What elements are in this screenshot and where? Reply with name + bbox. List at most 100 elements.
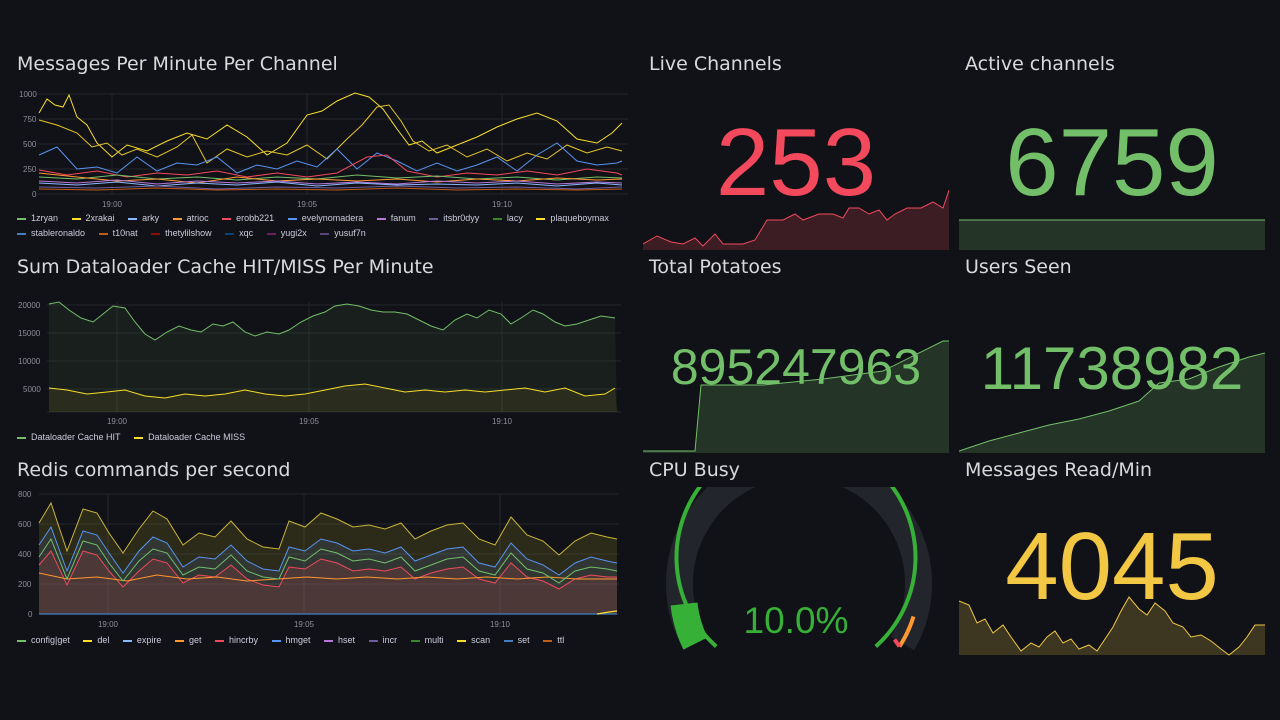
panel-title: Messages Read/Min: [965, 459, 1153, 481]
x-tick: 19:00: [102, 200, 123, 209]
legend-item[interactable]: stableronaldo: [17, 226, 85, 241]
series-line: [38, 172, 623, 184]
total-potatoes-value: 895247963: [670, 339, 922, 395]
x-tick: 19:00: [107, 417, 128, 426]
messages-legend: 1zryan 2xrakai arky atrioc erobb221 evel…: [17, 211, 632, 241]
legend-item[interactable]: evelynomadera: [287, 211, 363, 226]
panel-title: Total Potatoes: [649, 256, 782, 278]
series-line: [38, 572, 617, 582]
legend-item[interactable]: set: [503, 633, 530, 648]
legend-item[interactable]: Dataloader Cache HIT: [17, 430, 121, 445]
y-tick: 750: [23, 115, 37, 124]
legend-item[interactable]: multi: [410, 633, 444, 648]
hit-line: [48, 301, 616, 341]
legend-item[interactable]: del: [83, 633, 109, 648]
legend-item[interactable]: incr: [368, 633, 397, 648]
y-tick: 5000: [23, 385, 41, 394]
y-tick: 15000: [18, 329, 41, 338]
x-tick: 19:10: [490, 620, 511, 629]
cache-legend: Dataloader Cache HIT Dataloader Cache MI…: [17, 430, 632, 445]
series-line: [38, 525, 618, 576]
redis-timeseries-chart[interactable]: 800 600 400 200 0 19:00 19:05 19:10: [17, 487, 632, 657]
legend-item[interactable]: fanum: [376, 211, 416, 226]
gauge-threshold-band: [674, 487, 918, 648]
series-line: [38, 550, 617, 590]
legend-item[interactable]: hset: [324, 633, 355, 648]
series-line: [38, 181, 623, 187]
legend-item[interactable]: get: [174, 633, 201, 648]
y-tick: 0: [28, 610, 33, 619]
cache-panel: Sum Dataloader Cache HIT/MISS Per Minute…: [17, 256, 632, 446]
legend-item[interactable]: atrioc: [172, 211, 209, 226]
panel-title: Sum Dataloader Cache HIT/MISS Per Minute: [17, 256, 434, 278]
legend-item[interactable]: lacy: [492, 211, 523, 226]
series-line: [38, 537, 618, 584]
users-seen-value: 11738982: [980, 335, 1244, 402]
series-line: [38, 187, 623, 191]
series-line: [38, 142, 623, 174]
legend-item[interactable]: thetylilshow: [151, 226, 212, 241]
legend-item[interactable]: hmget: [271, 633, 311, 648]
panel-title: CPU Busy: [649, 459, 740, 481]
total-potatoes-panel: Total Potatoes 895247963: [643, 256, 949, 453]
legend-item[interactable]: plaqueboymax: [536, 211, 609, 226]
messages-read-value: 4045: [1005, 513, 1219, 620]
legend-item[interactable]: xqc: [225, 226, 253, 241]
legend-item[interactable]: 2xrakai: [71, 211, 115, 226]
stack-area: [39, 551, 617, 614]
messages-panel: Messages Per Minute Per Channel 1000 750…: [17, 53, 632, 243]
x-tick: 19:00: [98, 620, 119, 629]
legend-item[interactable]: Dataloader Cache MISS: [134, 430, 245, 445]
hit-area: [49, 302, 617, 412]
live-channels-panel: Live Channels 253: [643, 53, 949, 250]
cpu-busy-panel: CPU Busy 10.0%: [643, 459, 949, 659]
gauge-threshold-band: [892, 638, 902, 648]
y-tick: 600: [18, 520, 32, 529]
series-line: [38, 185, 623, 190]
legend-item[interactable]: config|get: [17, 633, 70, 648]
legend-item[interactable]: erobb221: [222, 211, 274, 226]
legend-item[interactable]: t10nat: [98, 226, 138, 241]
messages-read-panel: Messages Read/Min 4045: [959, 459, 1265, 659]
y-tick: 1000: [19, 90, 37, 99]
y-tick: 0: [32, 190, 37, 199]
y-tick: 10000: [18, 357, 41, 366]
stack-area: [39, 527, 617, 614]
y-tick: 500: [23, 140, 37, 149]
x-tick: 19:05: [297, 200, 318, 209]
active-channels-sparkline: [959, 219, 1265, 250]
panel-title: Active channels: [965, 53, 1115, 75]
legend-item[interactable]: scan: [457, 633, 490, 648]
series-line: [38, 179, 623, 185]
legend-item[interactable]: expire: [122, 633, 161, 648]
series-line: [38, 501, 618, 556]
series-line: [596, 610, 618, 615]
cpu-gauge: [666, 487, 932, 651]
panel-title: Redis commands per second: [17, 459, 291, 481]
gauge-track: [666, 487, 932, 651]
series-line: [38, 174, 623, 181]
cache-timeseries-chart[interactable]: 20000 15000 10000 5000 19:00 19:05 19:10: [17, 292, 632, 452]
gauge-fill: [670, 602, 708, 650]
legend-item[interactable]: itsbr0dyy: [429, 211, 479, 226]
legend-item[interactable]: yugi2x: [266, 226, 307, 241]
x-tick: 19:10: [492, 200, 513, 209]
total-potatoes-sparkline: [643, 340, 949, 453]
active-channels-value: 6759: [1005, 109, 1219, 216]
redis-panel: Redis commands per second 800 600 400 20…: [17, 459, 632, 659]
users-seen-sparkline: [959, 352, 1265, 453]
miss-line: [48, 383, 616, 399]
cpu-busy-value: 10.0%: [743, 600, 849, 641]
series-line: [38, 92, 623, 158]
stack-area: [39, 503, 617, 614]
legend-item[interactable]: 1zryan: [17, 211, 58, 226]
redis-legend: config|get del expire get hincrby hmget …: [17, 633, 632, 648]
legend-item[interactable]: arky: [128, 211, 159, 226]
live-channels-sparkline: [643, 189, 949, 250]
legend-item[interactable]: yusuf7n: [320, 226, 366, 241]
legend-item[interactable]: hincrby: [214, 633, 258, 648]
messages-timeseries-chart[interactable]: 1000 750 500 250 0 19:00 19:05 19:10: [17, 85, 632, 245]
legend-item[interactable]: ttl: [543, 633, 564, 648]
active-channels-panel: Active channels 6759: [959, 53, 1265, 250]
x-tick: 19:05: [299, 417, 320, 426]
